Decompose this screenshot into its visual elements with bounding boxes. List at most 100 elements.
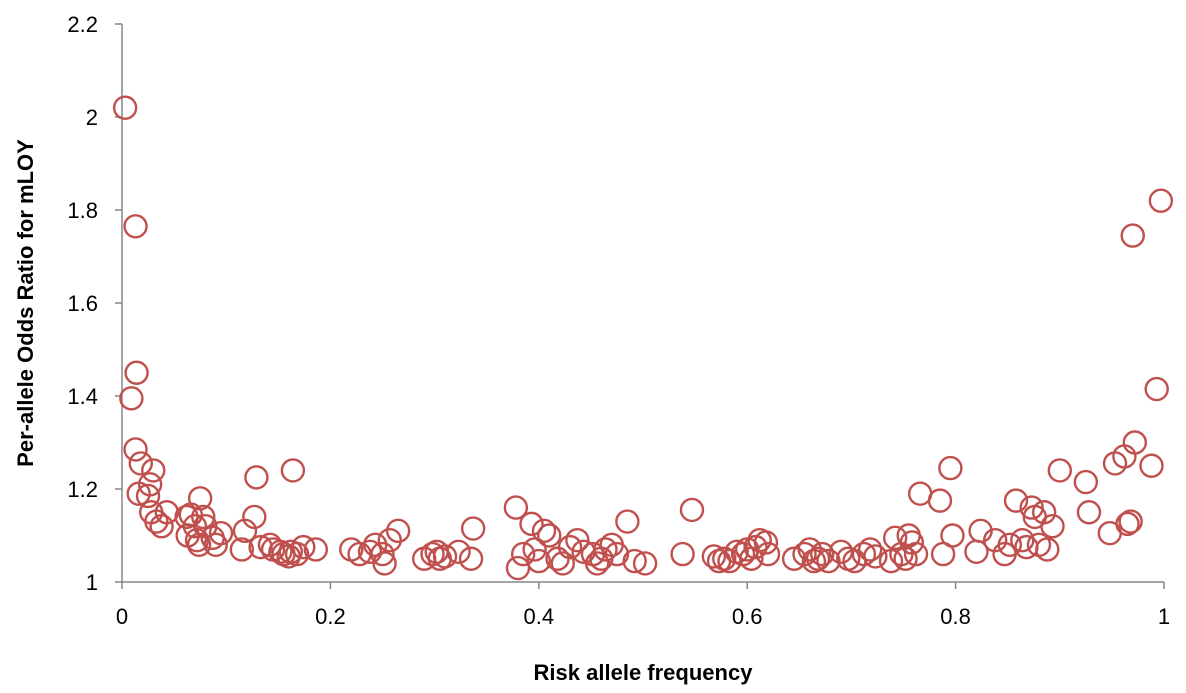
data-point xyxy=(816,548,841,574)
data-point xyxy=(604,541,630,567)
data-point xyxy=(519,511,544,537)
data-point xyxy=(1073,469,1099,495)
data-point xyxy=(1122,430,1148,455)
data-point xyxy=(1148,188,1174,213)
x-tick-label: 0.6 xyxy=(732,604,763,629)
data-point xyxy=(851,541,877,567)
y-axis-title: Per-allele Odds Ratio for mLOY xyxy=(13,139,38,467)
y-tick-label: 1.2 xyxy=(67,477,98,502)
data-point xyxy=(797,537,822,562)
data-point xyxy=(141,458,166,483)
data-point xyxy=(128,451,153,476)
y-tick-label: 1.8 xyxy=(67,198,98,223)
data-point xyxy=(505,555,531,581)
y-tick-label: 1 xyxy=(86,570,98,595)
data-point xyxy=(303,537,329,562)
data-point xyxy=(550,551,575,576)
data-point xyxy=(755,541,781,567)
data-point xyxy=(863,544,888,569)
data-point xyxy=(593,537,618,562)
data-point xyxy=(615,509,640,534)
data-point xyxy=(801,548,827,574)
data-points xyxy=(112,95,1174,581)
data-point xyxy=(186,532,212,557)
data-point xyxy=(1031,500,1057,525)
data-point xyxy=(432,544,458,569)
data-point xyxy=(899,530,925,555)
data-point xyxy=(503,495,529,520)
data-point xyxy=(284,541,310,567)
data-point xyxy=(1010,527,1035,553)
data-point xyxy=(531,518,557,544)
data-point xyxy=(1120,223,1145,248)
data-point xyxy=(537,523,562,548)
y-tick-label: 1.6 xyxy=(67,291,98,316)
data-point xyxy=(370,541,395,567)
data-point xyxy=(244,465,269,490)
data-point xyxy=(460,516,486,541)
data-point xyxy=(584,551,610,576)
data-point xyxy=(1139,453,1164,478)
data-point xyxy=(938,455,963,481)
data-point xyxy=(291,534,316,560)
data-point xyxy=(208,520,234,546)
data-point xyxy=(1118,509,1143,534)
data-point xyxy=(893,546,918,571)
data-point xyxy=(1144,376,1169,402)
data-point xyxy=(119,386,144,411)
data-point xyxy=(135,483,161,509)
data-point xyxy=(242,504,267,530)
x-axis-ticks: 0 0.2 0.4 0.6 0.8 1 xyxy=(116,582,1170,629)
data-point xyxy=(1047,458,1073,483)
data-point xyxy=(805,546,831,571)
data-point xyxy=(1076,500,1102,525)
data-point xyxy=(557,534,583,560)
data-point xyxy=(385,518,411,544)
data-point xyxy=(622,548,647,574)
x-axis-title: Risk allele frequency xyxy=(534,660,754,685)
data-point xyxy=(882,525,908,551)
y-tick-label: 2 xyxy=(86,105,98,130)
data-point xyxy=(1040,514,1065,539)
x-tick-label: 0.8 xyxy=(940,604,971,629)
data-point xyxy=(112,95,138,120)
data-point xyxy=(187,486,213,511)
data-point xyxy=(927,488,953,513)
data-point xyxy=(526,548,551,574)
data-point xyxy=(191,504,216,530)
data-point xyxy=(229,537,255,562)
data-point xyxy=(123,214,148,239)
data-point xyxy=(446,539,471,564)
axes xyxy=(121,24,1164,583)
data-point xyxy=(203,532,228,557)
data-point xyxy=(753,530,779,555)
data-point xyxy=(743,534,768,560)
data-point xyxy=(280,458,306,483)
x-tick-label: 1 xyxy=(1158,604,1170,629)
data-point xyxy=(124,360,149,385)
data-point xyxy=(1003,488,1029,513)
data-point xyxy=(997,532,1022,557)
data-point xyxy=(1115,511,1140,537)
data-point xyxy=(810,541,835,567)
data-point xyxy=(940,523,965,548)
x-tick-label: 0 xyxy=(116,604,128,629)
x-tick-label: 0.4 xyxy=(524,604,555,629)
data-point xyxy=(372,551,397,576)
data-point xyxy=(632,551,658,576)
y-tick-label: 2.2 xyxy=(67,12,98,37)
data-point xyxy=(903,541,929,567)
data-point xyxy=(149,514,174,539)
data-point xyxy=(679,497,705,523)
data-point xyxy=(1035,537,1060,562)
y-tick-label: 1.4 xyxy=(67,384,98,409)
data-point xyxy=(857,537,883,562)
y-axis-ticks: 1 1.2 1.4 1.6 1.8 2 2.2 xyxy=(67,12,122,595)
data-point xyxy=(126,481,151,506)
data-point xyxy=(458,546,484,571)
data-point xyxy=(565,527,590,553)
data-point xyxy=(701,544,727,569)
data-point xyxy=(377,527,402,553)
x-tick-label: 0.2 xyxy=(315,604,346,629)
